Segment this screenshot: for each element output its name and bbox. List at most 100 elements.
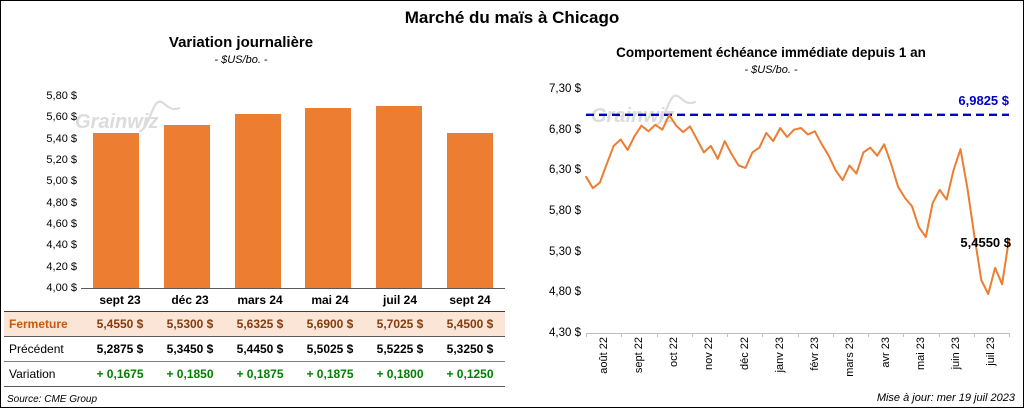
line-chart-title: Comportement échéance immédiate depuis 1…	[616, 45, 926, 60]
x-axis-tick	[903, 333, 905, 337]
bar-slot	[293, 96, 364, 288]
bar	[446, 133, 493, 288]
bar-slot	[434, 96, 505, 288]
bar	[376, 106, 423, 288]
category-header: juil 24	[365, 289, 435, 312]
table-cell: + 0,1850	[155, 361, 225, 387]
table-cell: 5,5225 $	[365, 336, 435, 362]
line-chart-y-axis: 7,30 $ 6,80 $ 6,30 $ 5,80 $ 5,30 $ 4,80 $ 4,30…	[533, 83, 581, 339]
row-label: Précédent	[4, 336, 85, 362]
category-header: sept 24	[435, 289, 505, 312]
table-corner-cell	[4, 289, 85, 312]
bar-slot	[152, 96, 223, 288]
table-cell: + 0,1875	[295, 361, 365, 387]
bar	[93, 132, 140, 288]
table-cell: 5,3250 $	[435, 336, 505, 362]
watermark: Grainwiz	[591, 94, 697, 128]
watermark-text: Grainwiz	[591, 105, 675, 127]
table-cell: 5,5300 $	[155, 311, 225, 337]
watermark-swoosh-icon	[138, 100, 181, 133]
y-axis-label: 7,30 $	[549, 83, 581, 95]
bar-chart-y-axis: 5,80 $ 5,60 $ 5,40 $ 5,20 $ 5,00 $ 4,80 $ 4,60…	[23, 90, 77, 294]
y-axis-label: 5,20 $	[46, 154, 77, 166]
x-axis-tick	[1009, 333, 1010, 337]
bar-series	[81, 96, 505, 288]
y-axis-label: 4,20 $	[46, 260, 77, 273]
x-axis-label: août 22	[597, 337, 610, 374]
y-axis-label: 5,80 $	[46, 90, 77, 102]
price-table: sept 23 déc 23 mars 24 mai 24 juil 24 sept 24…	[4, 289, 505, 387]
table-cell: 5,6325 $	[225, 311, 295, 337]
x-axis-label: mars 23	[844, 337, 857, 377]
y-axis-label: 5,60 $	[46, 111, 77, 124]
x-axis-label: déc 22	[738, 337, 751, 371]
x-axis-label: oct 22	[668, 337, 681, 367]
row-label: Fermeture	[4, 311, 85, 337]
price-table-wrap: sept 23 déc 23 mars 24 mai 24 juil 24 sept 24…	[4, 289, 505, 387]
table-row: Fermeture 5,4550 $5,5300 $5,6325 $5,6900 …	[4, 311, 505, 337]
y-axis-label: 4,80 $	[46, 196, 77, 209]
watermark-text: Grainwiz	[75, 111, 159, 133]
table-row: Variation + 0,1675 + 0,1850 + 0,1875 + 0,187…	[4, 361, 505, 387]
y-axis-label: 6,80 $	[549, 123, 581, 136]
category-header: mai 24	[295, 289, 365, 312]
bar	[164, 124, 210, 288]
category-header: déc 23	[155, 289, 225, 312]
x-axis-label: janv 23	[773, 337, 786, 373]
price-line	[585, 114, 1010, 295]
line-chart-subtitle: - $US/bo. -	[744, 64, 798, 76]
bar-slot	[81, 96, 152, 288]
source-note: Source: CME Group	[7, 394, 98, 405]
bar	[305, 107, 352, 288]
y-axis-label: 4,60 $	[46, 218, 77, 230]
reference-value-label: 6,9825 $	[958, 93, 1009, 108]
line-chart-plot-area	[585, 89, 1010, 337]
bar-slot	[222, 96, 293, 288]
x-axis-label: févr 23	[809, 337, 822, 371]
x-axis-label: nov 22	[703, 337, 716, 371]
x-axis-tick	[727, 333, 728, 337]
x-axis-tick	[797, 333, 799, 337]
bar-chart-subtitle: - $US/bo. -	[214, 54, 268, 66]
x-axis-tick	[868, 333, 869, 337]
bar-chart-plot-area	[81, 96, 505, 289]
y-axis-label: 4,30 $	[549, 327, 581, 339]
table-row: Précédent 5,2875 $5,3450 $5,4450 $5,5025 …	[4, 336, 505, 362]
table-cell: 5,7025 $	[365, 311, 435, 337]
bar-slot	[364, 96, 435, 288]
x-axis-label: sept 22	[632, 337, 645, 374]
category-header: mars 24	[225, 289, 295, 312]
table-cell: 5,4450 $	[225, 336, 295, 362]
last-value-label: 5,4550 $	[960, 235, 1011, 250]
updated-note: Mise à jour: mer 19 juil 2023	[876, 392, 1015, 404]
bar-chart-title: Variation journalière	[168, 34, 314, 51]
category-header: sept 23	[85, 289, 155, 312]
y-axis-label: 5,00 $	[46, 175, 77, 188]
table-cell: 5,2875 $	[85, 336, 155, 362]
x-axis-label: juil 23	[985, 337, 998, 366]
x-axis-label: avr 23	[879, 337, 892, 368]
table-cell: 5,6900 $	[295, 311, 365, 337]
watermark-swoosh-icon	[654, 94, 697, 127]
table-cell: + 0,1800	[365, 361, 435, 387]
table-cell: 5,5025 $	[295, 336, 365, 362]
x-axis-tick	[656, 333, 658, 337]
price-line-svg	[585, 113, 1010, 295]
x-axis-tick	[586, 333, 587, 337]
table-cell: + 0,1250	[435, 361, 505, 387]
table-cell: + 0,1675	[85, 361, 155, 387]
x-axis-label: mai 23	[914, 337, 927, 371]
table-cell: 5,4500 $	[435, 311, 505, 337]
x-axis-tick	[762, 333, 764, 337]
table-cell: 5,4550 $	[85, 311, 155, 337]
table-header-row: sept 23 déc 23 mars 24 mai 24 juil 24 sept 24	[4, 289, 505, 312]
row-label: Variation	[4, 361, 85, 387]
x-axis-label: juin 23	[950, 337, 963, 370]
x-axis-tick	[621, 333, 623, 337]
table-cell: + 0,1875	[225, 361, 295, 387]
x-axis-tick	[832, 333, 834, 337]
y-axis-label: 4,80 $	[549, 286, 581, 299]
y-axis-label: 5,80 $	[549, 205, 581, 217]
x-axis-tick	[938, 333, 940, 337]
